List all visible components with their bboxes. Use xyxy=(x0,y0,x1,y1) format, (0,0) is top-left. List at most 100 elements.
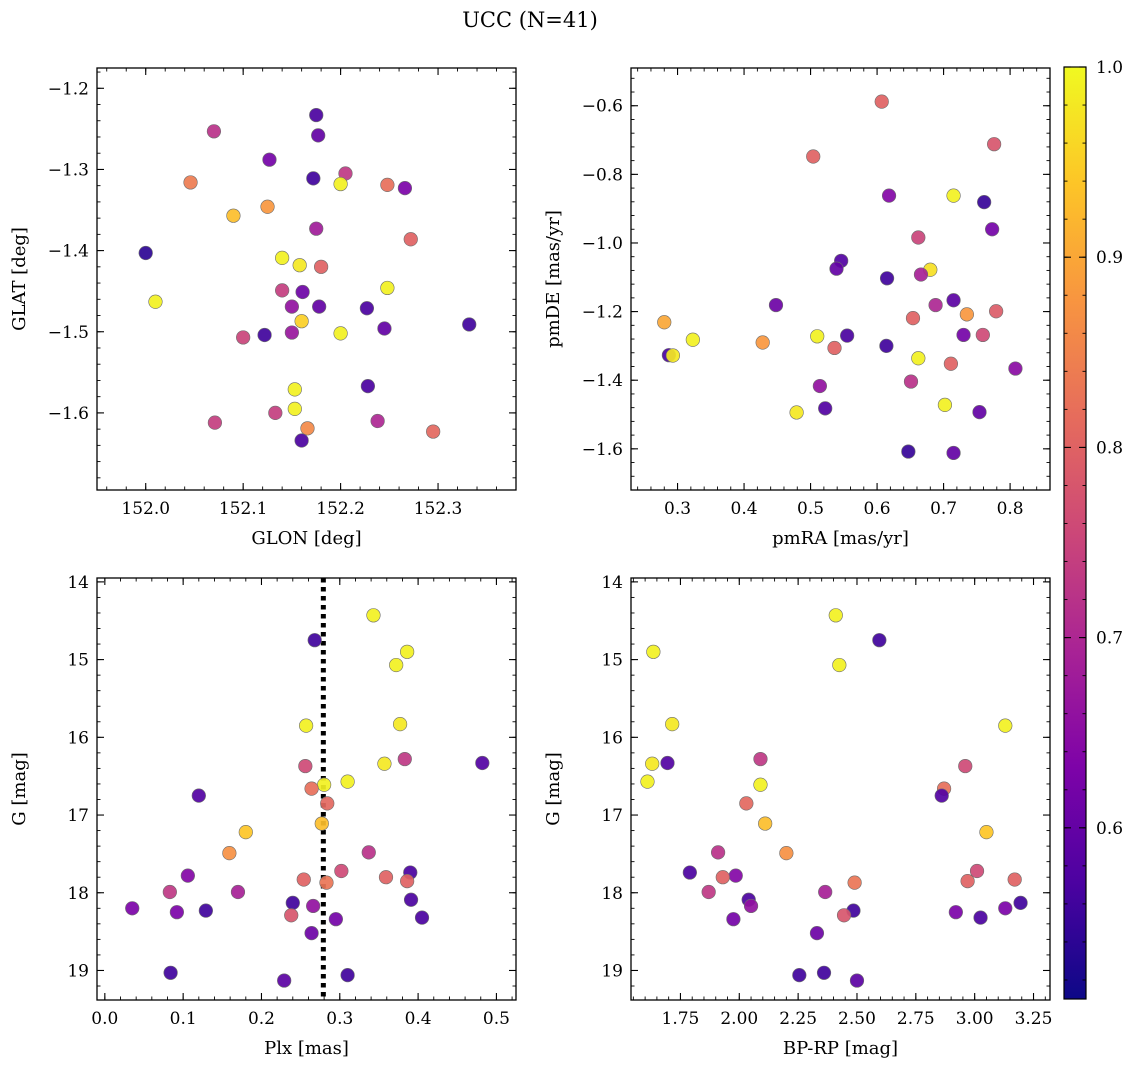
x-axis-label: BP-RP [mag] xyxy=(783,1038,898,1059)
data-point xyxy=(685,332,700,347)
data-point xyxy=(956,327,971,343)
y-tick-label: 15 xyxy=(601,651,623,671)
x-tick-label: 0.5 xyxy=(797,499,824,519)
data-point xyxy=(328,912,343,927)
x-tick-label: 0.7 xyxy=(930,499,957,519)
data-point xyxy=(975,327,990,343)
y-tick-label: 18 xyxy=(601,884,623,904)
data-point xyxy=(911,351,926,366)
data-point xyxy=(230,884,246,900)
data-point xyxy=(292,258,307,273)
data-point xyxy=(475,755,490,771)
data-point xyxy=(300,421,315,436)
x-tick-label: 0.8 xyxy=(997,499,1024,519)
data-point xyxy=(257,327,272,343)
data-point xyxy=(789,405,804,420)
y-tick-label: 17 xyxy=(601,806,623,826)
data-point xyxy=(306,898,321,914)
data-point xyxy=(739,796,754,811)
colorbar-tick-label: 0.7 xyxy=(1096,629,1123,649)
data-point xyxy=(905,311,921,326)
colorbar-tick-label: 0.6 xyxy=(1096,819,1123,839)
data-point xyxy=(715,870,730,885)
x-tick-label: 152.0 xyxy=(121,499,170,519)
panel-plx-g: 0.0 0.1 0.2 0.3 0.4 0.5 14 15 16 17 18 19 Plx [mas] G… xyxy=(9,573,517,1059)
data-point xyxy=(755,335,770,350)
colorbar-gradient xyxy=(1063,66,1087,1000)
data-point xyxy=(169,905,184,920)
axes-frame xyxy=(630,67,1051,491)
x-tick-label: 0.1 xyxy=(170,1009,197,1029)
data-point xyxy=(665,717,680,732)
y-tick-label: 15 xyxy=(67,651,89,671)
data-point xyxy=(645,756,660,771)
data-point xyxy=(340,774,355,789)
data-point xyxy=(397,751,412,767)
data-point xyxy=(333,326,348,341)
x-tick-label: 152.3 xyxy=(414,499,463,519)
axes-frame xyxy=(96,577,517,1001)
data-point xyxy=(260,199,275,214)
y-tick-label: 18 xyxy=(67,884,89,904)
data-point xyxy=(380,177,395,192)
x-axis-label: GLON [deg] xyxy=(251,528,361,549)
y-tick-label: −0.6 xyxy=(582,97,623,117)
x-tick-label: 0.0 xyxy=(91,1009,118,1029)
data-point xyxy=(836,908,852,923)
data-point xyxy=(660,755,675,771)
axes-frame xyxy=(630,577,1051,1001)
data-point xyxy=(462,317,477,332)
data-point xyxy=(985,222,1000,237)
data-point xyxy=(989,304,1004,319)
data-point xyxy=(294,314,309,329)
y-tick-label: −1.6 xyxy=(582,440,623,460)
data-point xyxy=(977,195,992,210)
x-axis-label: pmRA [mas/yr] xyxy=(772,528,909,549)
data-point xyxy=(314,816,329,831)
data-point xyxy=(361,845,376,860)
x-tick-label: 0.6 xyxy=(864,499,891,519)
x-tick-label: 1.75 xyxy=(662,1009,700,1029)
x-tick-label: 2.75 xyxy=(897,1009,935,1029)
data-point xyxy=(987,137,1002,152)
x-tick-label: 0.3 xyxy=(326,1009,353,1029)
y-tick-label: −1.2 xyxy=(48,79,89,99)
data-point xyxy=(294,433,309,448)
data-point xyxy=(832,657,847,673)
data-point xyxy=(162,884,177,900)
x-tick-label: 2.25 xyxy=(779,1009,817,1029)
x-tick-label: 0.2 xyxy=(248,1009,275,1029)
data-point xyxy=(872,633,887,648)
data-point xyxy=(333,176,348,192)
panel-glon-glat: 152.0 152.1 152.2 152.3 −1.2 −1.3 −1.4 −1.5 −1.6… xyxy=(9,67,517,549)
data-point xyxy=(380,280,395,296)
data-point xyxy=(753,777,768,792)
data-point xyxy=(768,297,784,313)
data-point xyxy=(397,181,413,196)
data-point xyxy=(359,301,375,316)
data-point xyxy=(287,382,302,397)
data-point xyxy=(191,788,206,803)
y-tick-label: −1.6 xyxy=(48,404,89,424)
data-point xyxy=(701,884,716,900)
data-point xyxy=(309,221,324,236)
data-point xyxy=(743,898,759,914)
data-point xyxy=(298,758,313,774)
data-point xyxy=(403,892,419,907)
data-point xyxy=(392,717,408,732)
y-tick-label: 19 xyxy=(601,961,623,981)
panel-pmra-pmde: 0.3 0.4 0.5 0.6 0.7 0.8 −0.6 −0.8 −1.0 −1.2 −1.4 −1… xyxy=(543,67,1051,549)
y-tick-label: −0.8 xyxy=(582,165,623,185)
data-point xyxy=(1008,361,1023,376)
data-point xyxy=(946,293,961,308)
data-point xyxy=(125,901,140,916)
data-point xyxy=(901,444,916,459)
data-point xyxy=(818,401,833,416)
y-axis-label: G [mag] xyxy=(543,752,564,825)
y-tick-label: −1.3 xyxy=(48,160,89,180)
data-point xyxy=(828,608,843,623)
data-point xyxy=(879,338,894,354)
data-point xyxy=(414,910,430,925)
data-point xyxy=(710,845,726,860)
data-point xyxy=(312,299,327,314)
